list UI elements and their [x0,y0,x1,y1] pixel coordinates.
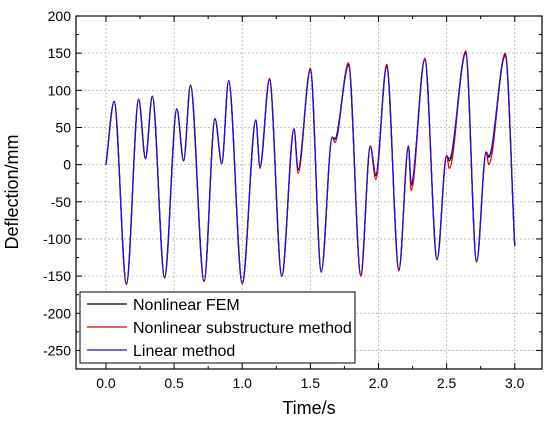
data-point [449,168,450,169]
data-point [505,56,506,57]
y-tick-label: -100 [43,231,71,247]
data-point [449,158,450,159]
data-point [190,85,191,86]
data-point [260,168,261,169]
data-point [269,78,270,79]
data-point [411,190,412,191]
y-tick-label: 50 [55,119,71,135]
data-point [126,284,127,285]
data-point [375,174,376,175]
y-tick-label: -150 [43,268,71,284]
data-point [386,67,387,68]
plot-frame [75,15,543,370]
data-point [114,101,115,102]
data-point [386,64,387,65]
data-point [321,271,322,272]
y-axis-label: Deflection/mm [2,134,22,249]
data-point [204,281,205,282]
y-tick-label: -50 [51,194,71,210]
data-point [348,65,349,66]
data-point [228,80,229,81]
data-point [334,142,335,143]
y-tick-label: 0 [63,157,71,173]
y-tick-label: 150 [48,45,72,61]
data-point [360,274,361,275]
data-point [505,53,506,54]
data-point [437,259,438,260]
legend-label-nonlinear-fem: Nonlinear FEM [133,297,240,314]
data-point [399,269,400,270]
data-point [310,68,311,69]
data-point [183,161,184,162]
x-tick-label: 2.5 [437,375,457,391]
data-point [334,139,335,140]
data-point [260,166,261,167]
data-point [370,146,371,147]
data-point [449,161,450,162]
data-point [138,99,139,100]
axes: 0.0 0.5 1.0 1.5 2.0 2.5 3.0 -250 -200 -150 -100 -50… [43,8,542,391]
y-tick-label: 200 [48,8,72,24]
data-point [221,163,222,164]
data-point [486,152,487,153]
x-tick-label: 1.5 [301,375,321,391]
x-tick-label: 0.0 [96,375,116,391]
series-line-linear-method [105,53,516,285]
data-point [332,137,333,138]
x-tick-label: 3.0 [505,375,525,391]
x-tick-label: 1.0 [232,375,252,391]
data-point [424,59,425,60]
data-point [152,96,153,97]
data-point [488,164,489,165]
data-point [465,51,466,52]
series-layer [105,50,516,285]
data-point [242,283,243,284]
data-point [106,164,107,165]
x-tick-label: 0.5 [164,375,184,391]
data-point [255,120,256,121]
data-point [360,276,361,277]
data-point [348,62,349,63]
legend: Nonlinear FEM Nonlinear substructure met… [79,291,356,364]
data-point [375,179,376,180]
data-point [269,80,270,81]
y-tick-label: -250 [43,342,71,358]
data-point [298,169,299,170]
data-point [514,246,515,247]
data-point [488,157,489,158]
x-tick-label: 2.0 [369,375,389,391]
data-point [215,118,216,119]
y-tick-label: 100 [48,82,72,98]
data-point [488,155,489,156]
data-point [281,276,282,277]
data-point [476,261,477,262]
data-point [465,54,466,55]
legend-label-nonlinear-substructure: Nonlinear substructure method [133,320,352,337]
data-point [310,70,311,71]
data-point [446,155,447,156]
data-point [164,277,165,278]
data-point [399,271,400,272]
y-tick-label: -200 [43,305,71,321]
data-point [411,183,412,184]
data-point [294,129,295,130]
x-axis-label: Time/s [282,398,335,418]
legend-label-linear-method: Linear method [133,343,235,360]
data-point [375,175,376,176]
data-point [176,108,177,109]
data-point [145,158,146,159]
data-point [424,58,425,59]
data-point [408,146,409,147]
data-point [298,173,299,174]
